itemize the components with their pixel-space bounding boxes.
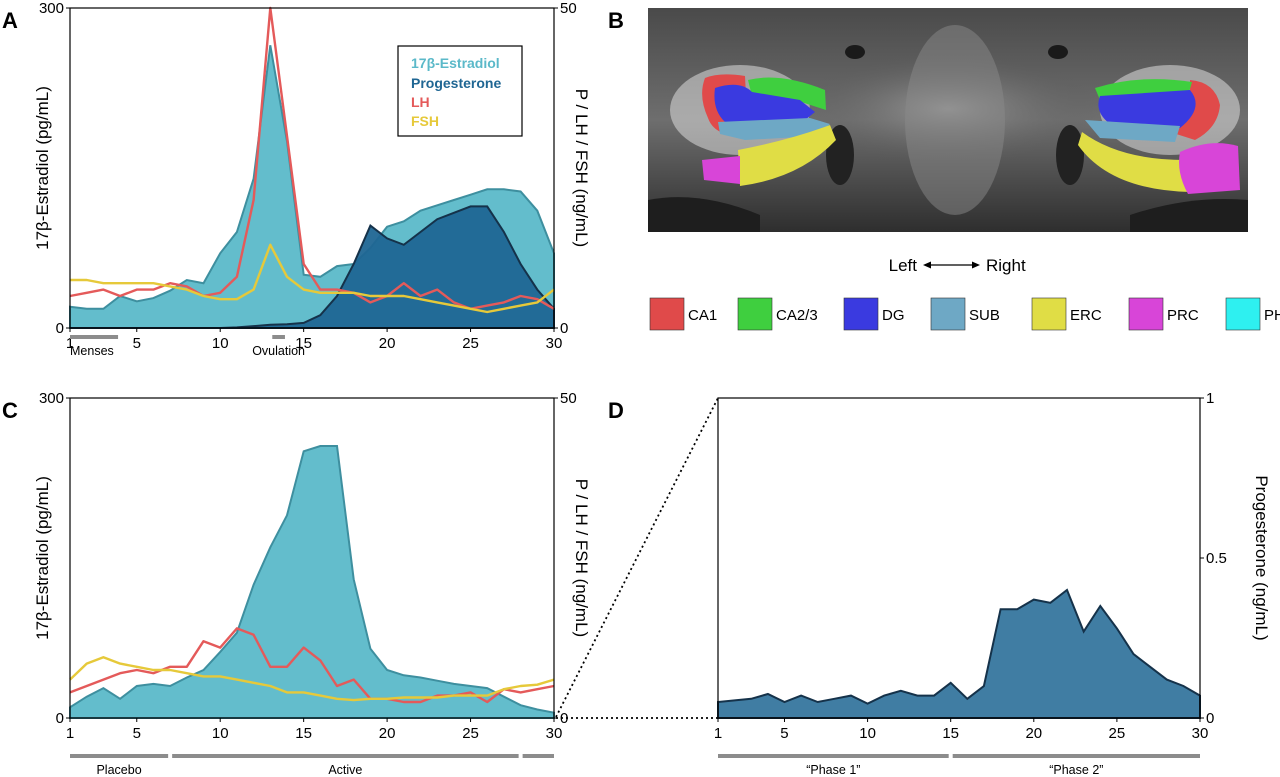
region-label: PRC [1167, 307, 1199, 324]
right-sub-region [1085, 120, 1180, 142]
legend-item-fsh: FSH [411, 113, 439, 129]
x-tick-label: 15 [295, 725, 312, 742]
phase-bar-label: “Phase 2” [1049, 763, 1103, 777]
panel-label-b: B [608, 8, 624, 33]
x-tick-label: 10 [212, 335, 229, 352]
region-swatch-erc [1031, 297, 1067, 331]
x-tick-label: 5 [780, 725, 788, 742]
chart-c-ylabel: 17β-Estradiol (pg/mL) [33, 476, 52, 640]
chartD-progesterone-area [717, 588, 1201, 719]
region-label: CA2/3 [776, 307, 818, 324]
region-swatch-prc [1128, 297, 1164, 331]
x-tick-label: 30 [546, 335, 563, 352]
region-swatch-dg [843, 297, 879, 331]
left-erc-region [738, 125, 836, 186]
x-tick-label: 1 [66, 725, 74, 742]
phase-bar [952, 754, 1200, 758]
y-tick-label: 300 [39, 390, 64, 407]
phase-bar-label: “Phase 1” [806, 763, 860, 777]
right-prc-region [1179, 143, 1240, 194]
region-swatch-phc [1225, 297, 1261, 331]
phase-bar-label: Menses [70, 344, 114, 358]
left-prc-region [702, 156, 740, 184]
phase-bar [70, 754, 169, 758]
y-right-tick-label: 0 [560, 320, 568, 337]
y-right-tick-label: 0 [560, 710, 568, 727]
x-tick-label: 20 [379, 725, 396, 742]
right-dg-region [1098, 90, 1196, 128]
direction-right: Right [986, 256, 1026, 275]
y-tick-label: 0 [56, 710, 64, 727]
x-tick-label: 30 [546, 725, 563, 742]
region-legend: CA1 CA2/3 DG SUB ERC PRC PHC [649, 297, 1280, 331]
phase-bar [172, 754, 519, 758]
y-right-tick-label: 50 [560, 390, 577, 407]
orientation-indicator: Left Right [889, 256, 1026, 275]
x-tick-label: 1 [714, 725, 722, 742]
panel-label-d: D [608, 398, 624, 423]
phase-bar-label: Active [328, 763, 362, 777]
x-tick-label: 10 [212, 725, 229, 742]
y-tick-label: 0.5 [1206, 550, 1227, 567]
legend-box [397, 45, 523, 137]
chart-a-ylabel: 17β-Estradiol (pg/mL) [33, 86, 52, 250]
region-swatch-sub [930, 297, 966, 331]
chart-c-frame [69, 397, 555, 719]
left-ca23-region [748, 77, 826, 110]
phase-bar [272, 335, 285, 339]
panel-label-c: C [2, 398, 18, 423]
chart-d-ylabel: Progesterone (ng/mL) [1252, 475, 1271, 640]
legend-item-estradiol: 17β-Estradiol [411, 55, 500, 71]
right-erc-region [1078, 132, 1190, 192]
region-label: CA1 [688, 307, 717, 324]
x-tick-label: 30 [1192, 725, 1209, 742]
panel-label-a: A [2, 8, 18, 33]
brain-mri-image [648, 8, 1248, 232]
region-label: SUB [969, 307, 1000, 324]
chart-a-ylabel-right: P / LH / FSH (ng/mL) [572, 89, 591, 247]
y-tick-label: 1 [1206, 390, 1214, 407]
y-tick-label: 0 [1206, 710, 1214, 727]
y-tick-label: 300 [39, 0, 64, 17]
region-label: DG [882, 307, 905, 324]
x-tick-label: 25 [1109, 725, 1126, 742]
phase-bar-label: Ovulation [252, 344, 305, 358]
legend-item-lh: LH [411, 94, 430, 110]
legend-item-progesterone: Progesterone [411, 75, 501, 91]
chart-a-frame [69, 7, 555, 329]
chartC-lh-line [69, 627, 555, 704]
chartA-fsh-line [70, 243, 555, 314]
phase-bar [718, 754, 949, 758]
x-tick-label: 20 [379, 335, 396, 352]
x-tick-label: 25 [462, 335, 479, 352]
direction-left: Left [889, 256, 918, 275]
x-tick-label: 15 [942, 725, 959, 742]
x-tick-label: 15 [295, 335, 312, 352]
phase-bar-label: Placebo [96, 763, 141, 777]
chartC-fsh-line [69, 656, 555, 702]
chart-c-ylabel-right: P / LH / FSH (ng/mL) [572, 479, 591, 637]
x-tick-label: 25 [462, 725, 479, 742]
phase-bar [70, 335, 119, 339]
region-swatch-ca1 [649, 297, 685, 331]
x-tick-label: 5 [133, 335, 141, 352]
x-tick-label: 10 [859, 725, 876, 742]
y-right-tick-label: 50 [560, 0, 577, 17]
region-swatch-ca23 [737, 297, 773, 331]
region-label: ERC [1070, 307, 1102, 324]
y-tick-label: 0 [56, 320, 64, 337]
x-tick-label: 5 [133, 725, 141, 742]
x-tick-label: 20 [1025, 725, 1042, 742]
chartC-estradiol-area [69, 445, 555, 719]
left-dg-region [714, 84, 815, 124]
chart-a-legend: 17β-Estradiol Progesterone LH FSH [397, 45, 523, 137]
phase-bar [522, 754, 554, 758]
x-tick-label: 1 [66, 335, 74, 352]
region-label: PHC [1264, 307, 1280, 324]
